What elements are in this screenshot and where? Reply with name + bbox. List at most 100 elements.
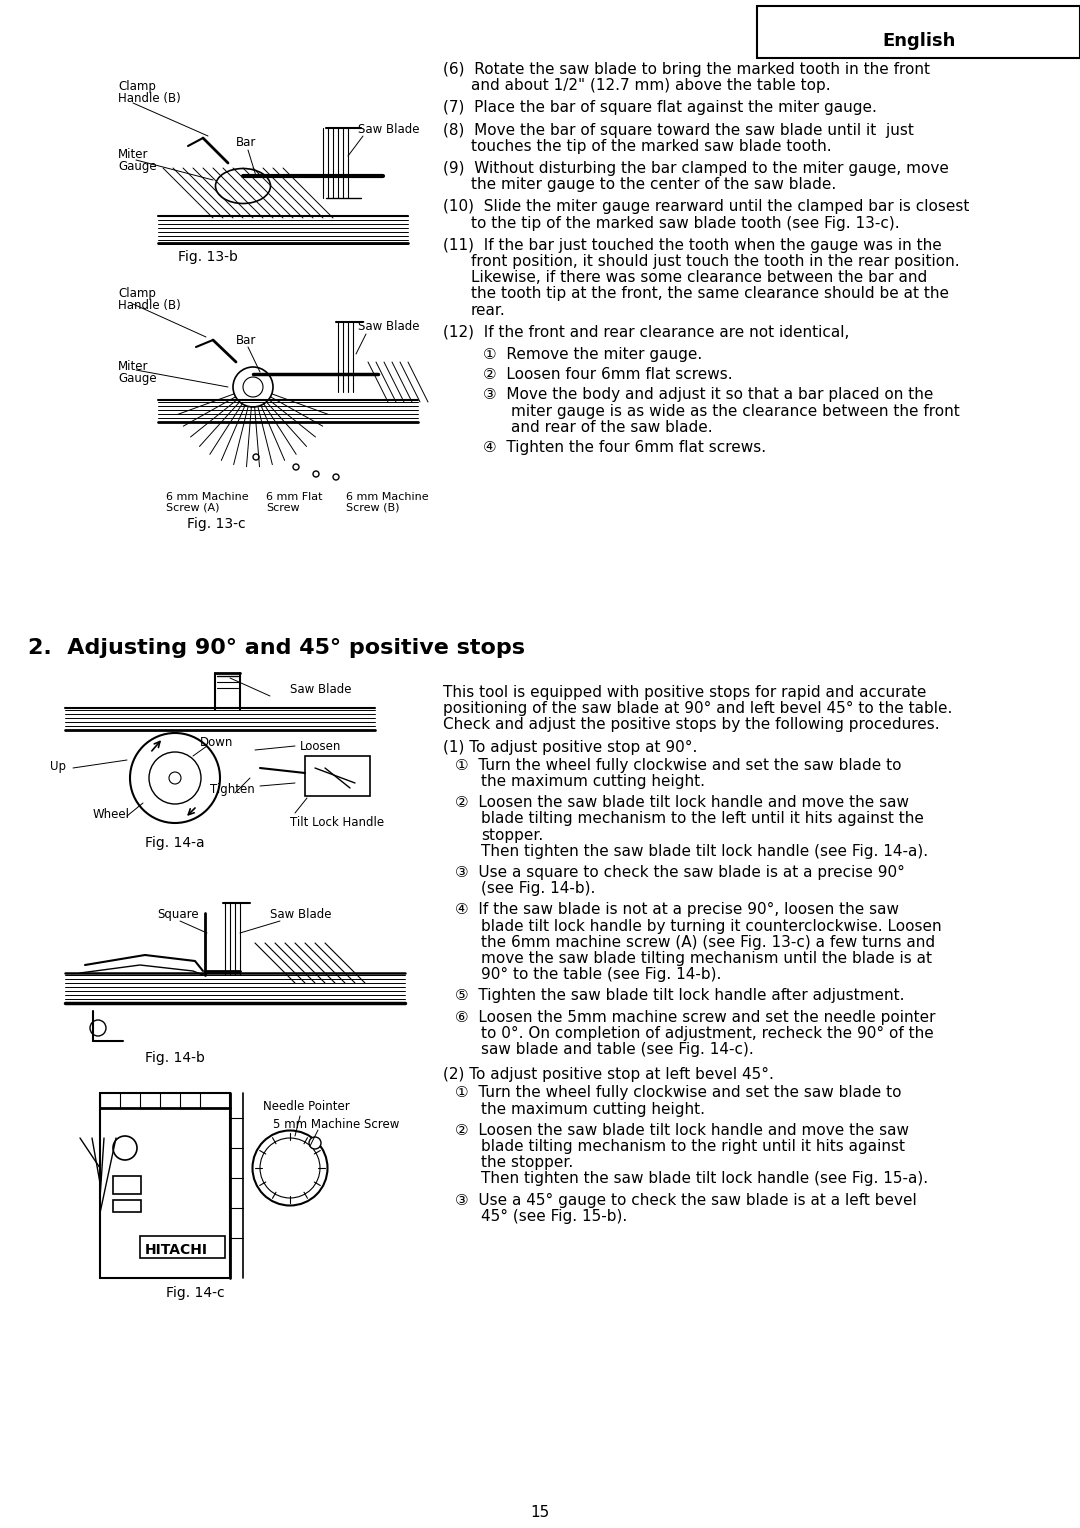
- Text: Fig. 14-c: Fig. 14-c: [165, 1287, 225, 1300]
- Ellipse shape: [233, 367, 273, 406]
- Text: the maximum cutting height.: the maximum cutting height.: [481, 775, 705, 788]
- Text: Screw (A): Screw (A): [166, 503, 219, 513]
- Text: Fig. 13-b: Fig. 13-b: [178, 251, 238, 264]
- Text: Fig. 13-c: Fig. 13-c: [187, 516, 245, 532]
- Text: Screw: Screw: [266, 503, 299, 513]
- Text: (see Fig. 14-b).: (see Fig. 14-b).: [481, 882, 595, 897]
- Text: Tighten: Tighten: [210, 782, 255, 796]
- Text: 90° to the table (see Fig. 14-b).: 90° to the table (see Fig. 14-b).: [481, 967, 721, 983]
- Text: ⑥  Loosen the 5mm machine screw and set the needle pointer: ⑥ Loosen the 5mm machine screw and set t…: [455, 1010, 935, 1025]
- Text: ③  Move the body and adjust it so that a bar placed on the: ③ Move the body and adjust it so that a …: [483, 388, 933, 402]
- Text: Saw Blade: Saw Blade: [270, 908, 332, 921]
- Text: ①  Turn the wheel fully clockwise and set the saw blade to: ① Turn the wheel fully clockwise and set…: [455, 758, 902, 773]
- Circle shape: [313, 471, 319, 477]
- Text: the 6mm machine screw (A) (see Fig. 13-c) a few turns and: the 6mm machine screw (A) (see Fig. 13-c…: [481, 935, 935, 950]
- Text: Screw (B): Screw (B): [346, 503, 400, 513]
- Text: (8)  Move the bar of square toward the saw blade until it  just: (8) Move the bar of square toward the sa…: [443, 122, 914, 138]
- Text: Handle (B): Handle (B): [118, 92, 180, 105]
- Circle shape: [113, 1135, 137, 1160]
- Text: front position, it should just touch the tooth in the rear position.: front position, it should just touch the…: [471, 254, 960, 269]
- Bar: [757, 6, 1080, 58]
- Text: the miter gauge to the center of the saw blade.: the miter gauge to the center of the saw…: [471, 177, 836, 193]
- Circle shape: [293, 465, 299, 471]
- Text: Saw Blade: Saw Blade: [291, 683, 351, 695]
- Ellipse shape: [168, 772, 181, 784]
- Text: miter gauge is as wide as the clearance between the front: miter gauge is as wide as the clearance …: [511, 403, 960, 419]
- Text: ⑤  Tighten the saw blade tilt lock handle after adjustment.: ⑤ Tighten the saw blade tilt lock handle…: [455, 989, 905, 1004]
- Text: positioning of the saw blade at 90° and left bevel 45° to the table.: positioning of the saw blade at 90° and …: [443, 701, 953, 717]
- Text: ③  Use a square to check the saw blade is at a precise 90°: ③ Use a square to check the saw blade is…: [455, 865, 905, 880]
- Text: ②  Loosen the saw blade tilt lock handle and move the saw: ② Loosen the saw blade tilt lock handle …: [455, 1123, 909, 1138]
- Text: Bar: Bar: [237, 335, 256, 347]
- Text: 6 mm Machine: 6 mm Machine: [166, 492, 248, 503]
- Bar: [140, 1236, 225, 1258]
- Text: to 0°. On completion of adjustment, recheck the 90° of the: to 0°. On completion of adjustment, rech…: [481, 1025, 934, 1041]
- Text: Tilt Lock Handle: Tilt Lock Handle: [291, 816, 384, 830]
- Text: (2) To adjust positive stop at left bevel 45°.: (2) To adjust positive stop at left beve…: [443, 1067, 774, 1082]
- Text: Wheel: Wheel: [93, 808, 130, 821]
- Text: Clamp: Clamp: [118, 287, 156, 299]
- Text: Clamp: Clamp: [118, 79, 156, 93]
- Ellipse shape: [149, 752, 201, 804]
- Text: (9)  Without disturbing the bar clamped to the miter gauge, move: (9) Without disturbing the bar clamped t…: [443, 160, 949, 176]
- Text: ①  Turn the wheel fully clockwise and set the saw blade to: ① Turn the wheel fully clockwise and set…: [455, 1085, 902, 1100]
- Text: Saw Blade: Saw Blade: [357, 122, 419, 136]
- Text: Down: Down: [200, 736, 233, 749]
- Text: Then tighten the saw blade tilt lock handle (see Fig. 15-a).: Then tighten the saw blade tilt lock han…: [481, 1172, 928, 1186]
- Text: and rear of the saw blade.: and rear of the saw blade.: [511, 420, 713, 435]
- Text: saw blade and table (see Fig. 14-c).: saw blade and table (see Fig. 14-c).: [481, 1042, 754, 1057]
- Text: Gauge: Gauge: [118, 371, 157, 385]
- Text: 5 mm Machine Screw: 5 mm Machine Screw: [273, 1118, 400, 1131]
- Text: blade tilting mechanism to the right until it hits against: blade tilting mechanism to the right unt…: [481, 1138, 905, 1154]
- Text: ④  Tighten the four 6mm flat screws.: ④ Tighten the four 6mm flat screws.: [483, 440, 766, 455]
- Text: the maximum cutting height.: the maximum cutting height.: [481, 1102, 705, 1117]
- Ellipse shape: [130, 733, 220, 824]
- Bar: [113, 1199, 141, 1212]
- Text: 2.  Adjusting 90° and 45° positive stops: 2. Adjusting 90° and 45° positive stops: [28, 639, 525, 659]
- Text: 15: 15: [530, 1505, 550, 1520]
- Text: 6 mm Machine: 6 mm Machine: [346, 492, 429, 503]
- Text: ④  If the saw blade is not at a precise 90°, loosen the saw: ④ If the saw blade is not at a precise 9…: [455, 903, 899, 917]
- Text: blade tilting mechanism to the left until it hits against the: blade tilting mechanism to the left unti…: [481, 811, 923, 827]
- Text: ②  Loosen the saw blade tilt lock handle and move the saw: ② Loosen the saw blade tilt lock handle …: [455, 795, 909, 810]
- Text: ①  Remove the miter gauge.: ① Remove the miter gauge.: [483, 347, 702, 362]
- Bar: [113, 1177, 141, 1193]
- Bar: [305, 756, 370, 796]
- Text: 45° (see Fig. 15-b).: 45° (see Fig. 15-b).: [481, 1209, 627, 1224]
- Text: Square: Square: [157, 908, 199, 921]
- Text: Fig. 14-a: Fig. 14-a: [145, 836, 205, 850]
- Circle shape: [253, 454, 259, 460]
- Ellipse shape: [243, 377, 264, 397]
- Text: Then tighten the saw blade tilt lock handle (see Fig. 14-a).: Then tighten the saw blade tilt lock han…: [481, 843, 928, 859]
- Text: move the saw blade tilting mechanism until the blade is at: move the saw blade tilting mechanism unt…: [481, 950, 932, 966]
- Text: (7)  Place the bar of square flat against the miter gauge.: (7) Place the bar of square flat against…: [443, 101, 877, 116]
- Text: to the tip of the marked saw blade tooth (see Fig. 13-c).: to the tip of the marked saw blade tooth…: [471, 215, 900, 231]
- Text: Handle (B): Handle (B): [118, 299, 180, 312]
- Text: Miter: Miter: [118, 361, 149, 373]
- Text: Gauge: Gauge: [118, 160, 157, 173]
- Text: Needle Pointer: Needle Pointer: [264, 1100, 350, 1112]
- Text: Saw Blade: Saw Blade: [357, 319, 419, 333]
- Circle shape: [90, 1021, 106, 1036]
- Text: ②  Loosen four 6mm flat screws.: ② Loosen four 6mm flat screws.: [483, 367, 732, 382]
- Text: (6)  Rotate the saw blade to bring the marked tooth in the front: (6) Rotate the saw blade to bring the ma…: [443, 63, 930, 76]
- Text: English: English: [882, 32, 956, 50]
- Circle shape: [333, 474, 339, 480]
- Text: (12)  If the front and rear clearance are not identical,: (12) If the front and rear clearance are…: [443, 325, 849, 339]
- Ellipse shape: [309, 1137, 321, 1149]
- Bar: [100, 1093, 230, 1277]
- Text: Up: Up: [50, 759, 66, 773]
- Text: Loosen: Loosen: [300, 740, 341, 753]
- Text: (10)  Slide the miter gauge rearward until the clamped bar is closest: (10) Slide the miter gauge rearward unti…: [443, 199, 970, 214]
- Text: (11)  If the bar just touched the tooth when the gauge was in the: (11) If the bar just touched the tooth w…: [443, 238, 942, 252]
- Text: This tool is equipped with positive stops for rapid and accurate: This tool is equipped with positive stop…: [443, 685, 927, 700]
- Ellipse shape: [216, 168, 270, 203]
- Text: Check and adjust the positive stops by the following procedures.: Check and adjust the positive stops by t…: [443, 718, 940, 732]
- Ellipse shape: [260, 1138, 320, 1198]
- Text: HITACHI: HITACHI: [145, 1242, 208, 1258]
- Text: rear.: rear.: [471, 303, 505, 318]
- Text: 6 mm Flat: 6 mm Flat: [266, 492, 323, 503]
- Text: touches the tip of the marked saw blade tooth.: touches the tip of the marked saw blade …: [471, 139, 832, 154]
- Text: Bar: Bar: [237, 136, 256, 150]
- Text: the tooth tip at the front, the same clearance should be at the: the tooth tip at the front, the same cle…: [471, 286, 949, 301]
